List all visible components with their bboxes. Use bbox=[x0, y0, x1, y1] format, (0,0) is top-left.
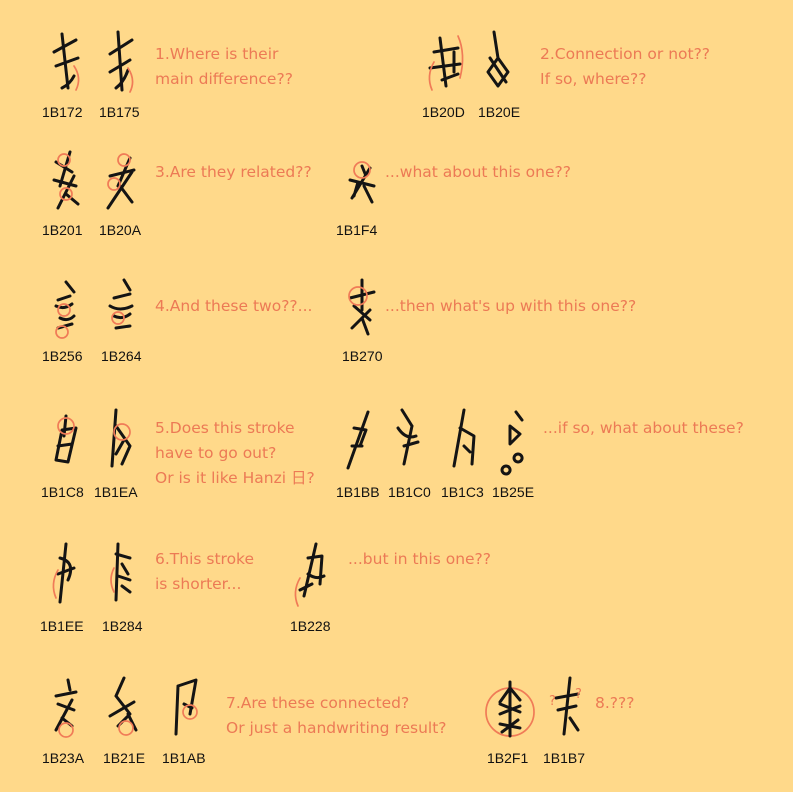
glyph-1B1BB bbox=[340, 406, 376, 472]
glyph-1B1AB bbox=[168, 674, 208, 740]
glyph-1B256 bbox=[48, 276, 84, 342]
code-label: 1B284 bbox=[102, 618, 143, 634]
code-label: 1B1AB bbox=[162, 750, 206, 766]
code-label: 1B1C3 bbox=[441, 484, 484, 500]
code-label: 1B1F4 bbox=[336, 222, 378, 238]
code-label: 1B1EE bbox=[40, 618, 84, 634]
note-5b: ...if so, what about these? bbox=[543, 419, 744, 437]
glyph-1B20D bbox=[424, 28, 468, 94]
code-label: 1B264 bbox=[101, 348, 142, 364]
code-label: 1B201 bbox=[42, 222, 83, 238]
code-label: 1B256 bbox=[42, 348, 83, 364]
glyph-1B23A bbox=[48, 674, 84, 740]
code-label: 1B1BB bbox=[336, 484, 380, 500]
glyph-1B270 bbox=[344, 276, 380, 342]
code-label: 1B175 bbox=[99, 104, 140, 120]
code-label: 1B1C0 bbox=[388, 484, 431, 500]
glyph-1B1EE bbox=[48, 540, 84, 606]
glyph-1B2F1 bbox=[482, 672, 538, 746]
code-label: 1B1B7 bbox=[543, 750, 586, 766]
glyph-1B264 bbox=[104, 276, 140, 342]
note-8: 8.??? bbox=[595, 694, 635, 712]
note-6: 6.This stroke is shorter... bbox=[155, 550, 255, 593]
glyph-1B1F4 bbox=[344, 146, 380, 212]
glyph-1B21E bbox=[104, 674, 144, 740]
note-7: 7.Are these connected? Or just a handwrit… bbox=[226, 694, 447, 737]
glyph-1B1C3 bbox=[448, 406, 484, 472]
note-2: 2.Connection or not?? If so, where?? bbox=[540, 45, 711, 88]
question-mark: ? bbox=[575, 687, 582, 702]
code-label: 1B21E bbox=[103, 750, 146, 766]
glyph-1B228 bbox=[292, 540, 332, 607]
code-label: 1B1C8 bbox=[41, 484, 84, 500]
glyph-1B1C0 bbox=[392, 406, 428, 472]
code-label: 1B1EA bbox=[94, 484, 138, 500]
code-label: 1B2F1 bbox=[487, 750, 529, 766]
note-5: 5.Does this stroke have to go out? Or is i… bbox=[155, 419, 315, 487]
question-mark: ? bbox=[549, 694, 556, 709]
glyph-1B201 bbox=[48, 146, 84, 212]
code-label: 1B20D bbox=[422, 104, 465, 120]
code-label: 1B270 bbox=[342, 348, 383, 364]
note-4: 4.And these two??... bbox=[155, 297, 313, 315]
glyph-1B25E bbox=[500, 406, 536, 476]
glyph-1B284 bbox=[104, 540, 140, 606]
code-label: 1B23A bbox=[42, 750, 85, 766]
code-label: 1B20A bbox=[99, 222, 142, 238]
glyph-1B175 bbox=[104, 28, 140, 94]
code-label: 1B25E bbox=[492, 484, 535, 500]
glyph-1B20A bbox=[104, 146, 140, 212]
code-label: 1B172 bbox=[42, 104, 83, 120]
code-label: 1B20E bbox=[478, 104, 521, 120]
note-3: 3.Are they related?? bbox=[155, 163, 312, 181]
note-3b: ...what about this one?? bbox=[385, 163, 571, 181]
note-4b: ...then what's up with this one?? bbox=[385, 297, 637, 315]
glyph-1B20E bbox=[480, 28, 516, 94]
glyph-1B172 bbox=[48, 28, 84, 94]
glyph-1B1B7 bbox=[550, 674, 590, 740]
note-6b: ...but in this one?? bbox=[348, 550, 492, 568]
note-1: 1.Where is their main difference?? bbox=[155, 45, 293, 88]
glyph-1B1EA bbox=[104, 406, 140, 472]
glyph-1B1C8 bbox=[48, 406, 84, 472]
code-label: 1B228 bbox=[290, 618, 331, 634]
